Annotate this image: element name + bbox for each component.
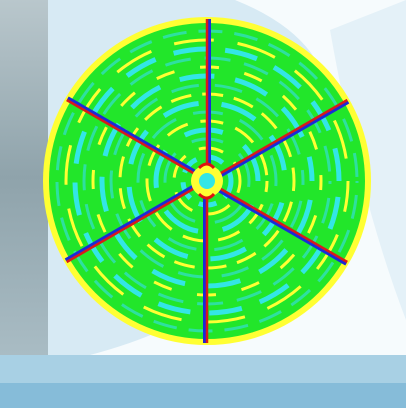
spoke-edge	[204, 181, 347, 266]
bottom-band	[0, 355, 406, 383]
left-photo-strip	[0, 0, 48, 355]
spoke-edge	[67, 96, 209, 181]
hub-core	[199, 173, 215, 189]
hub-marks	[197, 162, 216, 200]
contour-ring	[109, 83, 305, 279]
spoke	[66, 179, 208, 264]
spoke-edge	[64, 177, 207, 262]
spokes	[64, 19, 350, 343]
spoke-edge	[207, 100, 350, 185]
spoke	[206, 98, 348, 183]
bottom-band-dark	[0, 383, 406, 408]
spoke	[66, 98, 208, 183]
spoke	[206, 179, 348, 264]
